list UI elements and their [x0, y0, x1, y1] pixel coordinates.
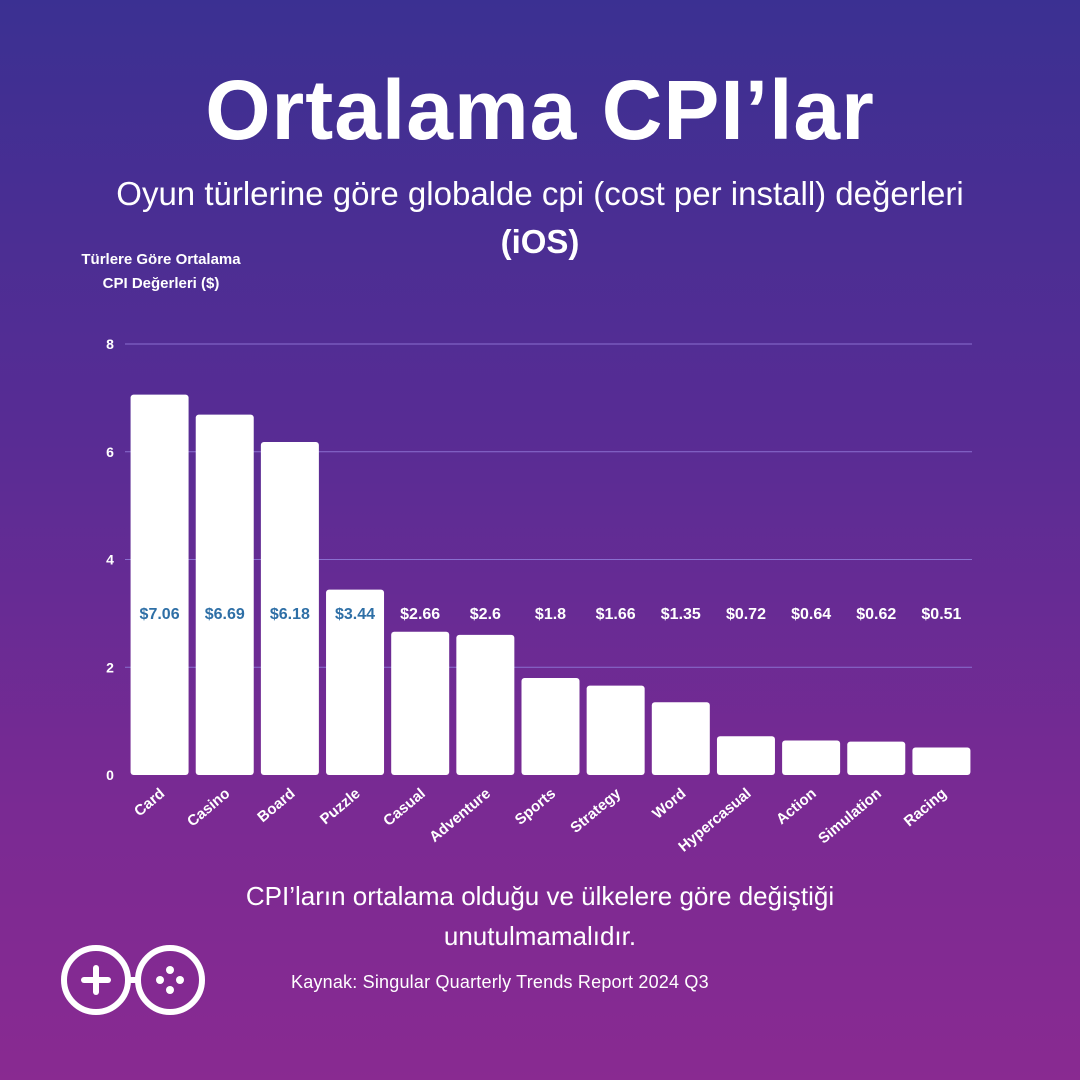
- data-label: $1.8: [535, 606, 566, 623]
- subtitle-platform: (iOS): [500, 223, 580, 260]
- data-label: $0.64: [791, 606, 831, 623]
- bar-hypercasual: [716, 736, 775, 775]
- x-tick-label: Board: [254, 785, 298, 826]
- y-tick-label: 8: [106, 336, 114, 352]
- y-tick-label: 0: [106, 767, 114, 783]
- data-label: $6.18: [270, 606, 310, 623]
- bar-sports: [521, 678, 580, 775]
- footer-note: CPI’ların ortalama olduğu ve ülkelere gö…: [245, 881, 835, 951]
- page-subtitle: Oyun türlerine göre globalde cpi (cost p…: [100, 170, 980, 266]
- subtitle-text: Oyun türlerine göre globalde cpi (cost p…: [116, 175, 964, 212]
- x-tick-label: Action: [773, 785, 820, 828]
- data-label: $1.66: [596, 606, 636, 623]
- bar-card: [130, 394, 189, 775]
- bar-puzzle: [326, 589, 385, 775]
- go-logo-icon: [61, 945, 205, 1015]
- y-axis-label: Türlere Göre Ortalama CPI Değerleri ($): [81, 251, 241, 292]
- x-tick-label: Strategy: [567, 785, 624, 837]
- x-tick-label: Sports: [512, 785, 559, 829]
- x-tick-label: Racing: [901, 785, 950, 830]
- y-tick-label: 4: [106, 552, 114, 568]
- x-tick-label: Card: [131, 785, 168, 820]
- data-label: $2.66: [400, 606, 440, 623]
- page-title: Ortalama CPI’lar: [205, 63, 875, 157]
- bar-simulation: [847, 741, 906, 775]
- data-label: $3.44: [335, 606, 375, 623]
- data-label: $6.69: [205, 606, 245, 623]
- x-tick-label: Adventure: [426, 785, 494, 846]
- x-tick-label: Casual: [380, 785, 429, 830]
- bar-casino: [195, 414, 254, 775]
- x-tick-label: Simulation: [815, 785, 885, 847]
- data-label: $0.62: [856, 606, 896, 623]
- data-label: $2.6: [470, 606, 501, 623]
- bar-strategy: [586, 685, 645, 775]
- bar-casual: [391, 631, 450, 775]
- data-label: $7.06: [140, 606, 180, 623]
- x-tick-label: Casino: [184, 785, 233, 830]
- data-label: $1.35: [661, 606, 701, 623]
- bar-action: [782, 740, 841, 775]
- bar-word: [651, 702, 710, 775]
- x-tick-label: Puzzle: [317, 785, 364, 828]
- bar-racing: [912, 747, 971, 775]
- bar-board: [260, 442, 319, 775]
- x-tick-label: Word: [649, 785, 689, 822]
- bar-adventure: [456, 634, 515, 775]
- data-label: $0.72: [726, 606, 766, 623]
- data-label: $0.51: [921, 606, 961, 623]
- source-citation: Kaynak: Singular Quarterly Trends Report…: [291, 972, 709, 992]
- y-tick-label: 6: [106, 444, 114, 460]
- y-tick-label: 2: [106, 659, 114, 675]
